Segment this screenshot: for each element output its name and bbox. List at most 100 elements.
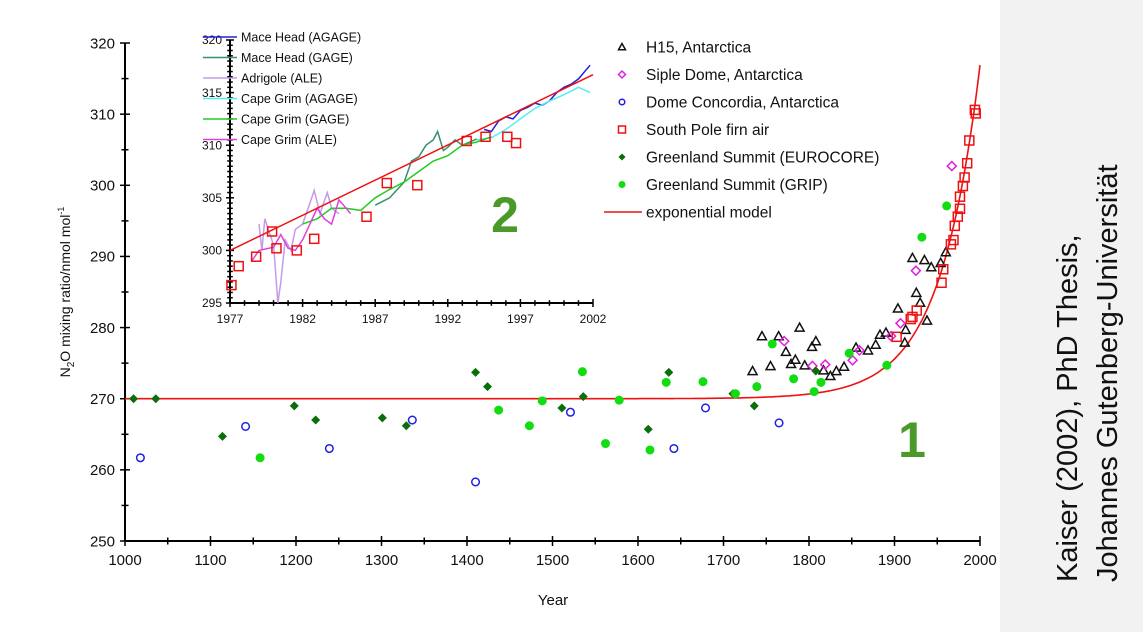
legend-label-south-pole-firn-air: South Pole firn air [646,122,769,139]
inset-plot-marks [226,64,594,304]
greenland-summit-eurocore-point [749,401,759,411]
greenland-summit-eurocore-point [151,394,161,404]
legend-label-dome-concordia-antarctica: Dome Concordia, Antarctica [646,95,839,112]
greenland-summit-eurocore-point [311,415,321,425]
greenland-summit-grip-point [537,396,547,406]
x-tick-label: 1800 [792,552,825,569]
greenland-summit-grip-point [767,339,777,349]
south-pole-firn-air-point [891,331,902,343]
h15-antarctica-point [921,314,933,325]
inset-line-cape-grim-gage [302,136,492,225]
greenland-summit-eurocore-point [578,392,588,402]
h15-antarctica-point [898,336,911,347]
y-tick-label: 270 [90,391,115,408]
x-tick-label: 1977 [217,312,244,326]
greenland-summit-eurocore-point [471,367,481,377]
credit-line-2: Johannes Gutenberg-Universität [1092,164,1124,582]
h15-antarctica-point [798,359,811,370]
south-pole-firn-air-point [954,191,966,202]
main-axes: 1000 1100 1200 1300 1400 1500 1600 1700 1800 1900… [90,35,997,569]
dome-concordia-antarctica-point [135,453,145,463]
greenland-summit-grip-point [614,395,624,405]
y-tick-label: 300 [90,178,115,195]
h15-antarctica-point [838,360,850,372]
south-pole-firn-air-point [937,263,949,275]
inset-legend-label-cape-grim-agage: Cape Grim (AGAGE) [241,92,358,106]
greenland-summit-eurocore-point [129,394,139,404]
inset-south-pole-point [308,233,320,245]
x-tick-label: 2002 [580,312,607,326]
legend-swatch-greenland-summit-eurocore [618,153,626,161]
greenland-summit-eurocore-point [664,367,674,377]
legend-label-siple-dome-antarctica: Siple Dome, Antarctica [646,67,803,84]
x-tick-label: 1997 [507,312,534,326]
south-pole-firn-air-point [959,172,970,183]
y-tick-label: 295 [202,296,222,310]
h15-antarctica-point [862,344,874,355]
inset-legend: Mace Head (AGAGE) Mace Head (GAGE) Adrigol… [203,31,361,147]
dome-concordia-antarctica-point [471,477,481,487]
x-tick-label: 1300 [365,552,398,569]
inset-legend-label-mace-head-gage: Mace Head (GAGE) [241,51,353,65]
south-pole-firn-air-point [936,277,947,289]
main-legend: H15, Antarctica Siple Dome, Antarctica Dom… [604,40,879,222]
greenland-summit-eurocore-point [643,424,653,434]
greenland-summit-grip-point [752,382,762,392]
legend-label-h15-antarctica: H15, Antarctica [646,40,751,57]
legend-swatch-greenland-summit-grip [618,181,626,188]
x-tick-label: 1900 [878,552,911,569]
inset-south-pole-point [271,243,282,254]
greenland-summit-grip-point [917,232,927,242]
h15-antarctica-point [940,246,952,257]
inset-line-model [229,74,594,252]
h15-antarctica-point [817,364,830,375]
panel-label-1: 1 [898,412,926,468]
y-tick-label: 260 [90,462,115,479]
siple-dome-antarctica-point [910,265,922,277]
dome-concordia-antarctica-point [700,403,711,413]
greenland-summit-grip-point [730,389,740,399]
greenland-summit-grip-point [882,360,892,370]
dome-concordia-antarctica-point [669,443,679,454]
greenland-summit-grip-point [789,374,799,384]
south-pole-firn-air-point [969,104,981,116]
y-tick-label: 310 [202,138,222,152]
y-tick-label: 290 [90,249,115,266]
x-tick-label: 1600 [621,552,654,569]
h15-antarctica-point [756,330,768,341]
inset-south-pole-point [502,131,513,143]
x-axis-label: Year [538,592,568,609]
south-pole-firn-air-point [948,234,959,246]
greenland-summit-eurocore-point [811,366,821,376]
greenland-summit-grip-point [601,439,611,449]
h15-antarctica-point [793,321,806,332]
inset-south-pole-point [233,260,244,272]
y-tick-label: 320 [202,33,222,47]
siple-dome-antarctica-point [853,344,866,356]
greenland-summit-grip-point [844,348,854,358]
y-tick-label: 320 [90,35,115,52]
exponential-model-curve [125,65,981,400]
x-tick-label: 2000 [963,552,996,569]
dome-concordia-antarctica-point [565,407,576,417]
inset-legend-label-mace-head-agage: Mace Head (AGAGE) [241,31,361,45]
h15-antarctica-point [906,251,919,263]
x-tick-label: 1992 [434,312,461,326]
dome-concordia-antarctica-point [774,418,784,428]
greenland-summit-grip-point [809,387,819,397]
inset-line-cape-grim-agage [476,86,591,141]
south-pole-firn-air-point [970,108,981,119]
h15-antarctica-point [869,338,882,350]
inset-south-pole-point [480,131,491,143]
greenland-summit-grip-point [577,367,587,377]
greenland-summit-grip-point [494,405,504,415]
y-tick-label: 300 [202,244,222,258]
greenland-summit-grip-point [942,201,952,211]
legend-label-greenland-summit-eurocore: Greenland Summit (EUROCORE) [646,150,879,167]
south-pole-firn-air-point [954,203,966,215]
inset-legend-label-cape-grim-gage: Cape Grim (GAGE) [241,113,349,127]
y-tick-label: 250 [90,533,115,550]
credit-panel [1000,0,1143,632]
inset-south-pole-point [291,245,303,256]
y-tick-label: 310 [90,106,115,123]
